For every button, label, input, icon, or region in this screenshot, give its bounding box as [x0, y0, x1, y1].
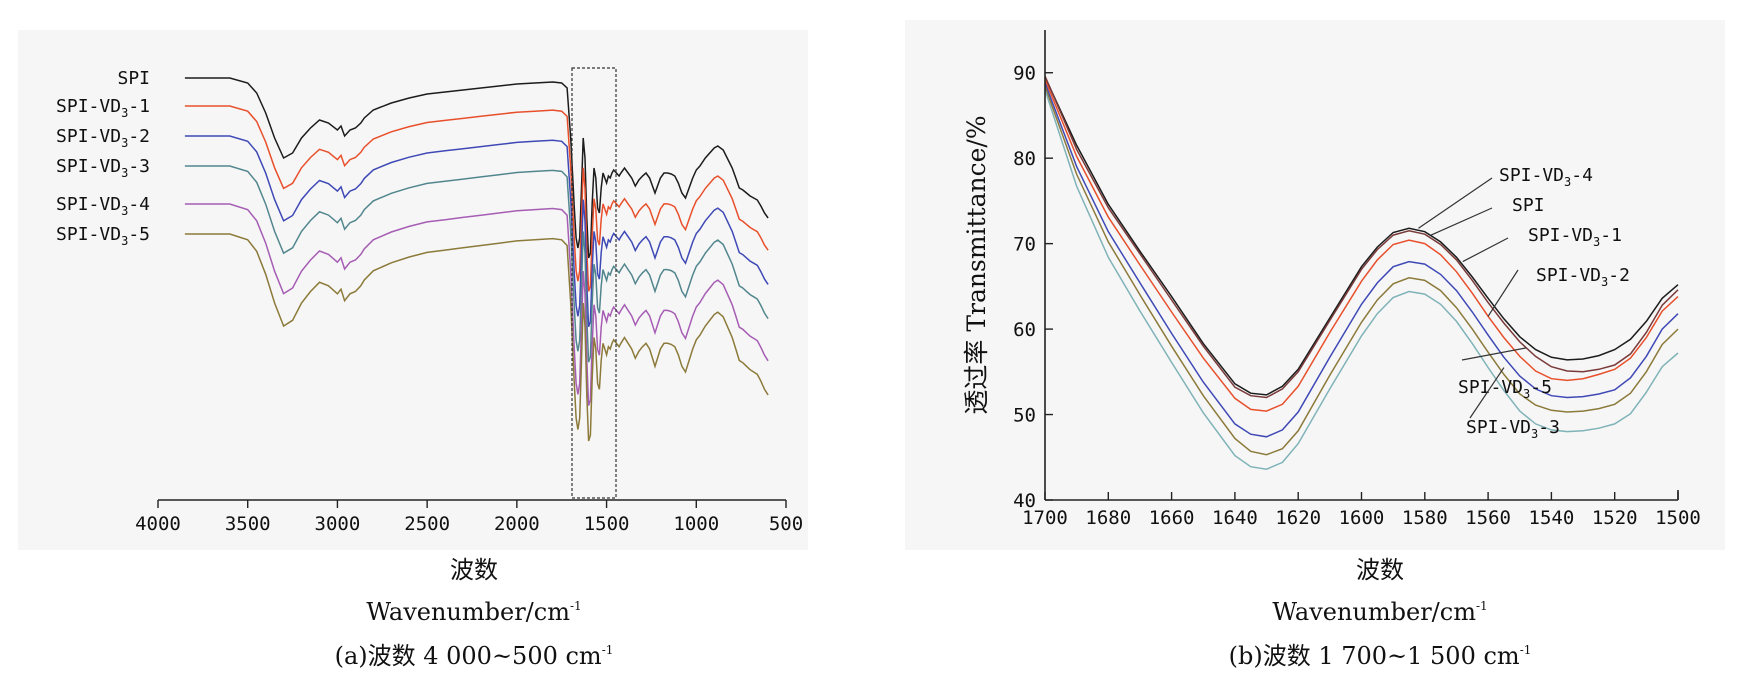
spectrum-line-4 — [184, 165, 769, 363]
panel-a-background — [18, 30, 808, 550]
y-tick-label: 40 — [1013, 490, 1036, 512]
curve-spi-vd3-4 — [1044, 76, 1679, 396]
x-tick-label: 1520 — [1592, 507, 1638, 529]
x-tick-label: 4000 — [135, 513, 181, 535]
panel-a-curves — [184, 77, 769, 442]
panel-a-xlabel-cn: 波数 — [450, 556, 498, 584]
y-tick-label: 70 — [1013, 234, 1036, 256]
annotation-spi: SPI — [1512, 195, 1545, 216]
x-tick-label: 1000 — [673, 513, 719, 535]
panel-b-x-ticks: 1700 1680 1660 1640 1620 1600 1580 1560 1540 1520… — [1022, 492, 1701, 529]
x-tick-label: 500 — [769, 513, 803, 535]
x-tick-label: 2500 — [404, 513, 450, 535]
x-tick-label: 1660 — [1149, 507, 1195, 529]
curve-spi-vd3-5 — [1044, 86, 1679, 456]
highlight-box — [571, 67, 617, 499]
annotation-spi-vd3-3: SPI-VD3-3 — [1466, 417, 1560, 441]
x-tick-label: 1600 — [1339, 507, 1385, 529]
series-label-2: SPI-VD3-1 — [56, 96, 150, 120]
leader-line — [1418, 177, 1493, 229]
panel-b-background — [905, 20, 1725, 550]
annotation-spi-vd3-4: SPI-VD3-4 — [1499, 165, 1593, 189]
spectrum-line-3 — [184, 135, 769, 328]
panel-b: 1700 1680 1660 1640 1620 1600 1580 1560 1540 1520… — [905, 20, 1725, 670]
spectrum-line-6 — [184, 233, 769, 442]
x-tick-label: 3000 — [315, 513, 361, 535]
annotation-spi-vd3-2: SPI-VD3-2 — [1536, 265, 1630, 289]
series-label-5: SPI-VD3-4 — [56, 194, 150, 218]
panel-b-xlabel-en: Wavenumber/cm-1 — [1272, 598, 1487, 626]
panel-b-series-labels: SPI-VD3-4 SPI SPI-VD3-1 SPI-VD3-2 SPI-VD3-5 S… — [1418, 165, 1630, 441]
leader-line — [1461, 347, 1527, 361]
panel-a-caption: (a)波数 4 000~500 cm-1 — [335, 642, 614, 670]
leader-line — [1430, 207, 1493, 236]
panel-a-x-ticks: 4000 3500 3000 2500 2000 1500 1000 500 — [135, 500, 803, 535]
annotation-spi-vd3-5: SPI-VD3-5 — [1458, 377, 1552, 401]
panel-b-caption: (b)波数 1 700~1 500 cm-1 — [1229, 642, 1532, 670]
panel-b-curves — [1044, 75, 1679, 470]
curve-spi — [1044, 75, 1679, 399]
x-tick-label: 1540 — [1529, 507, 1575, 529]
spectrum-line-5 — [184, 203, 769, 406]
x-tick-label: 2000 — [494, 513, 540, 535]
panel-a-xlabel-en: Wavenumber/cm-1 — [366, 598, 581, 626]
leader-line — [1487, 269, 1519, 317]
panel-b-y-ticks: 40 50 60 70 80 90 — [1013, 63, 1053, 512]
x-tick-label: 1620 — [1275, 507, 1321, 529]
x-tick-label: 1500 — [584, 513, 630, 535]
x-tick-label: 1500 — [1655, 507, 1701, 529]
panel-b-xlabel-cn: 波数 — [1356, 556, 1404, 584]
x-tick-label: 1560 — [1465, 507, 1511, 529]
y-tick-label: 60 — [1013, 319, 1036, 341]
x-tick-label: 1640 — [1212, 507, 1258, 529]
curve-spi-vd3-3 — [1044, 89, 1679, 470]
y-tick-label: 80 — [1013, 148, 1036, 170]
annotation-spi-vd3-1: SPI-VD3-1 — [1528, 225, 1622, 249]
panel-b-ylabel: 透过率 Transmittance/% — [962, 115, 991, 414]
curve-spi-vd3-1 — [1044, 79, 1679, 412]
spectrum-line-2 — [184, 105, 769, 292]
series-label-6: SPI-VD3-5 — [56, 224, 150, 248]
curve-spi-vd3-2 — [1044, 82, 1679, 438]
y-tick-label: 90 — [1013, 63, 1036, 85]
series-label-3: SPI-VD3-2 — [56, 126, 150, 150]
x-tick-label: 3500 — [225, 513, 271, 535]
series-label-4: SPI-VD3-3 — [56, 156, 150, 180]
x-tick-label: 1700 — [1022, 507, 1068, 529]
leader-line — [1469, 367, 1505, 419]
y-tick-label: 50 — [1013, 405, 1036, 427]
panel-a-series-labels: SPI SPI-VD3-1 SPI-VD3-2 SPI-VD3-3 SPI-VD3-4 S… — [56, 68, 150, 248]
spectrum-line-1 — [184, 77, 769, 259]
panel-a: 4000 3500 3000 2500 2000 1500 1000 500 SPI SPI-V… — [18, 30, 808, 670]
leader-line — [1462, 237, 1509, 263]
x-tick-label: 1580 — [1402, 507, 1448, 529]
x-tick-label: 1680 — [1085, 507, 1131, 529]
series-label-1: SPI — [117, 68, 150, 89]
